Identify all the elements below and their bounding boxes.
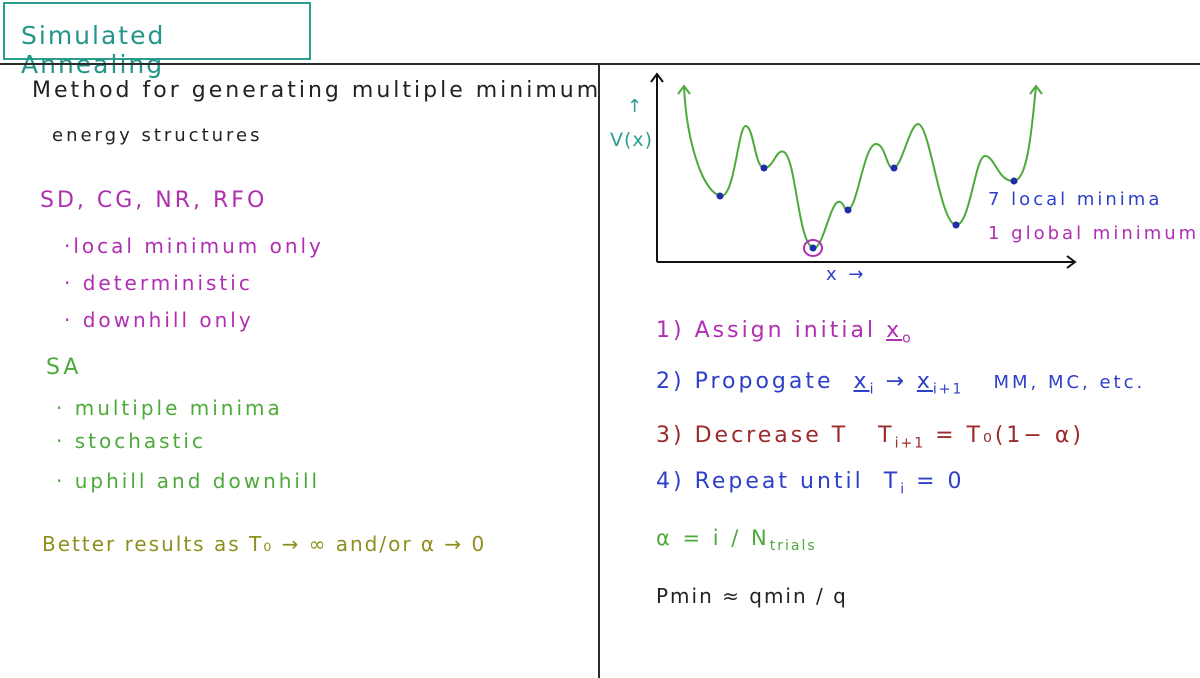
title-box: Simulated Annealing [3,2,311,79]
step-4: 4) Repeat until Ti = 0 [656,469,965,498]
step-3: 3) Decrease T Ti+1 = T₀(1− α) [656,423,1084,452]
step-1: 1) Assign initial xo [656,318,913,347]
y-label-arrow: ↑ [627,96,646,117]
x-axis-label: x → [826,264,867,285]
methods-bullet-2: · deterministic [64,271,253,295]
energy-landscape-plot [650,72,1077,269]
local-minimum-point [716,192,724,200]
probability-definition: Pmin ≈ qmin / q [656,584,848,608]
y-axis-arrow [650,72,664,83]
methods-bullet-1: ·local minimum only [64,234,324,258]
better-results-text: Better results as T₀ → ∞ and/or α → 0 [42,532,487,556]
curve-right-arrow [1029,84,1043,95]
step-2: 2) Propogate xi → xi+1 MM, MC, etc. [656,369,1146,398]
global-minimum-circle [803,239,823,257]
methods-bullet-3: · downhill only [64,308,254,332]
y-axis-label: V(x) [610,129,654,151]
methods-heading: SD, CG, NR, RFO [40,188,268,213]
sa-bullet-2: · stochastic [56,429,206,453]
local-minima-label: 7 local minima [988,189,1163,210]
local-minimum-point [952,221,960,229]
x-axis-arrow [1066,255,1077,269]
local-minimum-point [844,206,852,214]
horizontal-divider [0,63,1200,65]
sa-bullet-1: · multiple minima [56,396,283,420]
intro-line-1: Method for generating multiple minimum [32,78,602,103]
curve-left-arrow [677,84,691,95]
alpha-definition: α = i / Ntrials [656,526,817,555]
local-minimum-point [890,164,898,172]
local-minimum-point [1010,177,1018,185]
global-minimum-point [809,244,817,252]
energy-curve [683,85,1037,249]
sa-heading: SA [46,355,82,380]
intro-line-2: energy structures [52,125,263,146]
sa-bullet-3: · uphill and downhill [56,469,321,493]
local-minimum-point [760,164,768,172]
global-minimum-label: 1 global minimum [988,223,1200,244]
vertical-divider [598,63,600,678]
page-title: Simulated Annealing [21,21,166,79]
